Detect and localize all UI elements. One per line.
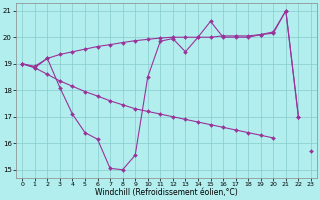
X-axis label: Windchill (Refroidissement éolien,°C): Windchill (Refroidissement éolien,°C) — [95, 188, 238, 197]
